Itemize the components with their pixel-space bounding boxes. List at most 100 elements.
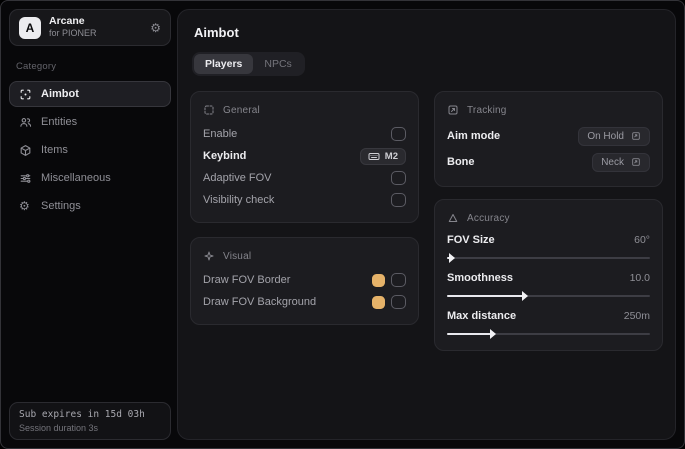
select-icon [632, 158, 640, 166]
slider-smoothness: Smoothness 10.0 [447, 269, 650, 301]
content-area: General Enable Keybind M2 [190, 91, 663, 351]
setting-label: Keybind [203, 150, 247, 162]
setting-row-draw-fov-background: Draw FOV Background [203, 291, 406, 313]
fov-size-slider[interactable] [447, 253, 650, 263]
slider-max-distance: Max distance 250m [447, 307, 650, 339]
sidebar-item-items[interactable]: Items [9, 137, 171, 163]
tracking-card: Tracking Aim mode On Hold Bo [434, 91, 663, 187]
keybind-button[interactable]: M2 [359, 147, 406, 165]
tab-bar: Players NPCs [192, 52, 305, 76]
slider-label: Max distance [447, 310, 517, 322]
sidebar-item-label: Items [41, 144, 68, 156]
aim-mode-select[interactable]: On Hold [578, 126, 650, 146]
users-icon [19, 116, 32, 129]
setting-row-aim-mode: Aim mode On Hold [447, 123, 650, 149]
slider-value: 10.0 [629, 272, 650, 284]
sidebar-item-settings[interactable]: ⚙ Settings [9, 193, 171, 219]
right-column: Tracking Aim mode On Hold Bo [434, 91, 663, 351]
setting-label: Draw FOV Background [203, 296, 317, 308]
sidebar-item-miscellaneous[interactable]: Miscellaneous [9, 165, 171, 191]
left-column: General Enable Keybind M2 [190, 91, 419, 351]
aim-mode-value: On Hold [587, 130, 624, 142]
smoothness-slider[interactable] [447, 291, 650, 301]
slider-fill [447, 333, 492, 335]
fov-background-color-swatch[interactable] [372, 295, 385, 309]
subscription-expiry: Sub expires in 15d 03h [19, 409, 145, 420]
adaptive-fov-checkbox[interactable] [391, 171, 406, 185]
sidebar-nav: Aimbot Entities [9, 81, 171, 219]
sidebar-item-label: Entities [41, 116, 78, 128]
slider-thumb[interactable] [489, 329, 496, 339]
slider-label: FOV Size [447, 234, 495, 246]
general-card-title: General [223, 104, 260, 116]
app-name: Arcane [49, 15, 85, 28]
setting-row-adaptive-fov: Adaptive FOV [203, 167, 406, 189]
fov-border-color-swatch[interactable] [372, 273, 385, 287]
select-icon [632, 132, 640, 140]
draw-fov-border-checkbox[interactable] [391, 273, 406, 287]
slider-value: 250m [623, 310, 650, 322]
brand-card: A Arcane for PIONER ⚙ [9, 9, 171, 46]
tracking-card-title: Tracking [467, 104, 507, 116]
setting-row-bone: Bone Neck [447, 149, 650, 175]
subscription-card: Sub expires in 15d 03h Session duration … [9, 402, 171, 440]
slider-label: Smoothness [447, 272, 514, 284]
sidebar-item-entities[interactable]: Entities [9, 109, 171, 135]
setting-row-visibility-check: Visibility check [203, 189, 406, 211]
main-panel: Aimbot Players NPCs General Enable [177, 9, 676, 440]
sidebar: A Arcane for PIONER ⚙ Category Aimbot [9, 9, 171, 440]
bone-value: Neck [601, 156, 624, 168]
tab-players[interactable]: Players [194, 54, 254, 74]
triangle-icon [448, 214, 458, 222]
general-card: General Enable Keybind M2 [190, 91, 419, 223]
app-logo: A [19, 16, 41, 39]
accuracy-card-header: Accuracy [447, 212, 650, 224]
setting-label: Adaptive FOV [203, 172, 272, 184]
page-title: Aimbot [194, 25, 239, 40]
slider-value: 60° [634, 234, 650, 246]
slider-thumb[interactable] [449, 253, 456, 263]
package-icon [19, 144, 32, 157]
setting-label: Visibility check [203, 194, 275, 206]
draw-fov-background-checkbox[interactable] [391, 295, 406, 309]
sidebar-item-aimbot[interactable]: Aimbot [9, 81, 171, 107]
setting-label: Draw FOV Border [203, 274, 291, 286]
slider-fov-size: FOV Size 60° [447, 231, 650, 263]
setting-row-draw-fov-border: Draw FOV Border [203, 269, 406, 291]
gear-icon: ⚙ [19, 198, 30, 213]
accuracy-card-title: Accuracy [467, 212, 510, 224]
session-duration: Session duration 3s [19, 423, 99, 433]
mouse-keyboard-icon [368, 152, 380, 160]
category-label: Category [16, 61, 57, 72]
sidebar-item-label: Settings [41, 200, 81, 212]
setting-row-enable: Enable [203, 123, 406, 145]
accuracy-card: Accuracy FOV Size 60° [434, 199, 663, 351]
bone-select[interactable]: Neck [592, 152, 650, 172]
app-subtitle: for PIONER [49, 28, 97, 39]
slider-head: Smoothness 10.0 [447, 269, 650, 287]
general-card-header: General [203, 104, 406, 116]
gear-icon[interactable]: ⚙ [150, 20, 161, 35]
max-distance-slider[interactable] [447, 329, 650, 339]
slider-fill [447, 295, 525, 297]
logo-letter: A [25, 20, 35, 35]
brand-text: Arcane for PIONER [49, 15, 97, 39]
tab-npcs[interactable]: NPCs [253, 54, 302, 74]
tracking-card-header: Tracking [447, 104, 650, 116]
setting-label: Enable [203, 128, 238, 140]
visual-card-header: Visual [203, 250, 406, 262]
visual-card-title: Visual [223, 250, 252, 262]
dashed-square-icon [204, 105, 214, 115]
setting-label: Aim mode [447, 130, 501, 142]
crosshair-scan-icon [19, 88, 32, 101]
enable-checkbox[interactable] [391, 127, 406, 141]
visibility-check-checkbox[interactable] [391, 193, 406, 207]
box-arrow-icon [448, 105, 458, 115]
control-group [372, 273, 406, 287]
sidebar-item-label: Miscellaneous [41, 172, 111, 184]
setting-label: Bone [447, 156, 475, 168]
keybind-value: M2 [384, 150, 398, 162]
slider-thumb[interactable] [522, 291, 529, 301]
sidebar-item-label: Aimbot [41, 88, 79, 100]
